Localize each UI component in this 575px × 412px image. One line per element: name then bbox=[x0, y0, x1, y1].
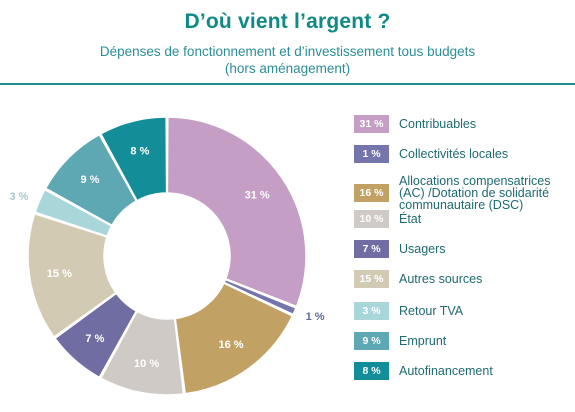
legend-swatch: 10 % bbox=[354, 210, 389, 228]
donut-chart: 31 % 1 % 16 % 10 % 7 % 15 % 3 % 9 % 8 % bbox=[9, 116, 325, 396]
legend-label: Autofinancement bbox=[399, 364, 493, 378]
legend-item: 15 % Autres sources bbox=[354, 270, 482, 288]
slice-data-label: 16 % bbox=[219, 339, 244, 351]
slice-data-label: 9 % bbox=[80, 174, 99, 186]
slice-data-label: 8 % bbox=[130, 145, 149, 157]
legend-item: 7 % Usagers bbox=[354, 240, 446, 258]
donut-slice-1 bbox=[166, 116, 307, 308]
chart-title: D’où vient l’argent ? bbox=[184, 10, 391, 33]
donut-slice-3 bbox=[174, 282, 294, 395]
legend-item: 9 % Emprunt bbox=[354, 332, 446, 350]
subtitle-line-1: Dépenses de fonctionnement et d’investis… bbox=[99, 44, 476, 59]
legend-item: 10 % État bbox=[354, 210, 421, 228]
donut-slice-7 bbox=[34, 188, 113, 238]
donut-slice-9 bbox=[99, 116, 168, 202]
slice-data-label: 3 % bbox=[9, 191, 28, 203]
legend-item: 8 % Autofinancement bbox=[354, 362, 493, 380]
slice-data-label: 31 % bbox=[245, 190, 270, 202]
slice-data-label: 10 % bbox=[134, 358, 159, 370]
legend-swatch: 7 % bbox=[354, 240, 389, 258]
header-divider bbox=[0, 83, 575, 85]
legend-label: Collectivités locales bbox=[399, 147, 509, 161]
legend-swatch: 9 % bbox=[354, 332, 389, 350]
legend-swatch: 31 % bbox=[354, 115, 389, 133]
legend-label: Retour TVA bbox=[399, 304, 464, 318]
legend-swatch: 1 % bbox=[354, 145, 389, 163]
chart-subtitle: Dépenses de fonctionnement et d’investis… bbox=[0, 43, 575, 77]
legend-item: 31 % Contribuables bbox=[354, 115, 476, 133]
legend-item: 16 % Allocations compensatrices (AC) /Dot… bbox=[354, 175, 550, 211]
slice-data-label: 7 % bbox=[85, 333, 104, 345]
donut-slice-2 bbox=[223, 278, 297, 316]
slice-data-label: 15 % bbox=[47, 268, 72, 280]
subtitle-line-2: (hors aménagement) bbox=[224, 61, 351, 76]
legend-label: Contribuables bbox=[399, 117, 477, 131]
slice-data-label: 1 % bbox=[306, 311, 325, 323]
legend-label: Emprunt bbox=[399, 334, 447, 348]
donut-slice-6 bbox=[27, 212, 117, 339]
legend-label: État bbox=[399, 212, 422, 226]
donut-slice-8 bbox=[44, 133, 138, 227]
legend-swatch: 15 % bbox=[354, 270, 389, 288]
legend-label: Allocations compensatrices (AC) /Dotatio… bbox=[399, 174, 551, 212]
legend-swatch: 8 % bbox=[354, 362, 389, 380]
legend-label: Usagers bbox=[399, 242, 446, 256]
donut-slice-5 bbox=[53, 292, 138, 379]
legend-swatch: 16 % bbox=[354, 184, 389, 202]
donut-slice-4 bbox=[99, 310, 185, 396]
legend-item: 3 % Retour TVA bbox=[354, 302, 463, 320]
legend-swatch: 3 % bbox=[354, 302, 389, 320]
legend-label: Autres sources bbox=[399, 272, 483, 286]
legend-item: 1 % Collectivités locales bbox=[354, 145, 508, 163]
